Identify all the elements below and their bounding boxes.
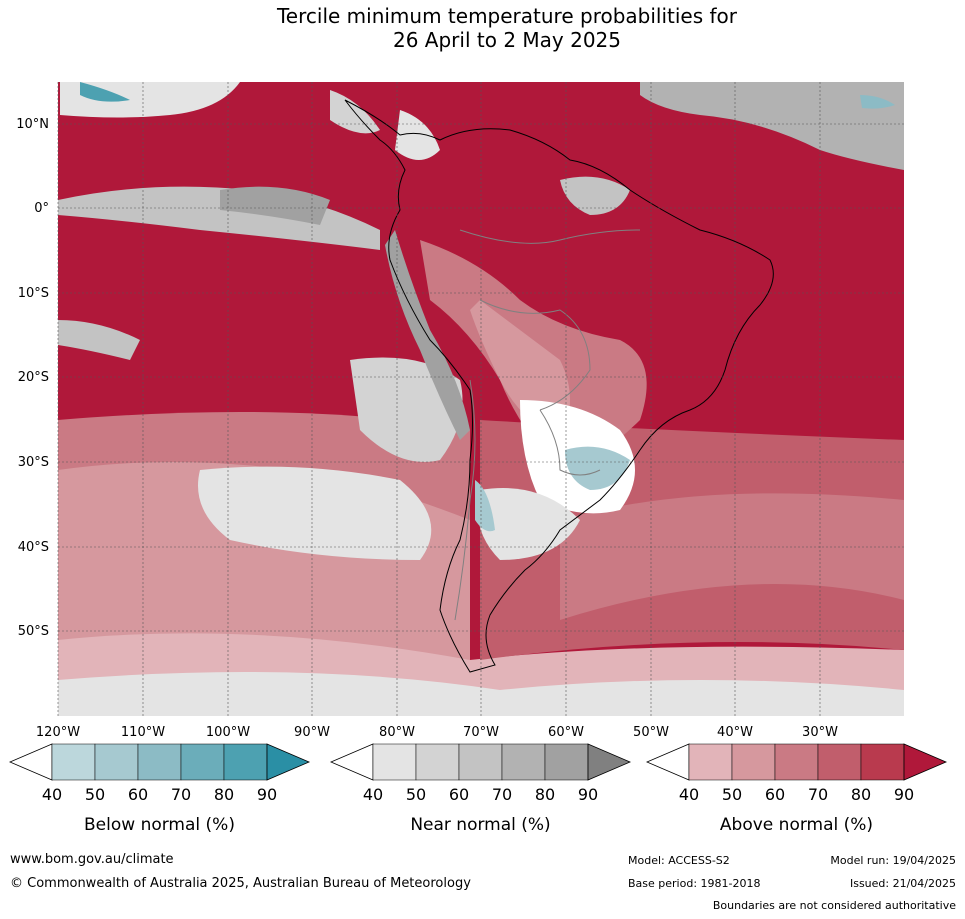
colorbar-tick-label: 70 (171, 785, 191, 804)
title-line-2: 26 April to 2 May 2025 (393, 28, 621, 52)
boundaries-disclaimer: Boundaries are not considered authoritat… (712, 899, 956, 912)
colorbar-tick-label: 60 (765, 785, 785, 804)
colorbar-tick-label: 60 (449, 785, 469, 804)
colorbar-segment (501, 743, 546, 781)
legend-above-normal: 40 50 60 70 80 90 Above normal (%) (645, 743, 948, 835)
lat-label: 40°S (18, 540, 49, 555)
colorbar-tick-label: 90 (257, 785, 277, 804)
colorbar-tick-label: 50 (722, 785, 742, 804)
lon-label: 60°W (548, 725, 584, 740)
model-name: Model: ACCESS-S2 (628, 854, 730, 867)
colorbar-title: Above normal (%) (720, 815, 873, 835)
colorbar-segment (544, 743, 589, 781)
colorbar-min-extension (645, 743, 690, 781)
copyright-text: © Commonwealth of Australia 2025, Austra… (10, 876, 471, 891)
legend-below-normal: 40 50 60 70 80 90 Below normal (%) (8, 743, 311, 835)
lat-label: 30°S (18, 455, 49, 470)
colorbar-tick-label: 40 (679, 785, 699, 804)
colorbar-tick-label: 80 (851, 785, 871, 804)
colorbar-segment (774, 743, 819, 781)
country-border (459, 229, 641, 244)
colorbar-tick-label: 70 (808, 785, 828, 804)
colorbar-tick-label: 40 (363, 785, 383, 804)
map-title: Tercile minimum temperature probabilitie… (0, 4, 965, 52)
colorbar-tick-label: 50 (406, 785, 426, 804)
lat-label: 0° (34, 201, 49, 216)
lat-label: 10°S (18, 286, 49, 301)
lon-label: 30°W (802, 725, 838, 740)
colorbar-title: Below normal (%) (84, 815, 235, 835)
colorbar-max-extension (266, 743, 311, 781)
coastline (344, 99, 774, 673)
colorbar-segment (223, 743, 268, 781)
country-border (454, 379, 476, 621)
colorbar-segment (51, 743, 96, 781)
lon-label: 100°W (206, 725, 250, 740)
title-line-1: Tercile minimum temperature probabilitie… (276, 4, 738, 28)
lat-label: 10°N (16, 117, 49, 132)
colorbar-segment (860, 743, 905, 781)
colorbar-tick-label: 90 (578, 785, 598, 804)
colorbar-tick-label: 70 (492, 785, 512, 804)
lat-label: 50°S (18, 624, 49, 639)
latitude-labels: 10°N 0° 10°S 20°S 30°S 40°S 50°S (16, 117, 49, 639)
lon-label: 40°W (717, 725, 753, 740)
colorbar-tick-label: 90 (894, 785, 914, 804)
model-run-date: Model run: 19/04/2025 (830, 854, 956, 867)
colorbar-tick-label: 60 (128, 785, 148, 804)
lon-label: 50°W (633, 725, 669, 740)
colorbar-segment (817, 743, 862, 781)
colorbar-tick-label: 40 (42, 785, 62, 804)
colorbar-segment (180, 743, 225, 781)
gridlines (57, 82, 904, 716)
lon-label: 80°W (379, 725, 415, 740)
colorbar-min-extension (329, 743, 374, 781)
issued-date: Issued: 21/04/2025 (849, 877, 956, 890)
colorbar-segment (137, 743, 182, 781)
longitude-labels: 120°W 110°W 100°W 90°W 80°W 70°W 60°W 50… (36, 725, 838, 740)
lon-label: 120°W (36, 725, 80, 740)
base-period: Base period: 1981-2018 (628, 877, 761, 890)
colorbar-segment (731, 743, 776, 781)
colorbar-title: Near normal (%) (410, 815, 550, 835)
colorbar-segment (94, 743, 139, 781)
colorbar-segment (372, 743, 417, 781)
website-link[interactable]: www.bom.gov.au/climate (10, 852, 174, 867)
colorbar-segment (458, 743, 503, 781)
country-border (479, 299, 591, 411)
colorbar-segment (688, 743, 733, 781)
lat-label: 20°S (18, 370, 49, 385)
legend-near-normal: 40 50 60 70 80 90 Near normal (%) (329, 743, 632, 835)
colorbar-tick-label: 50 (85, 785, 105, 804)
colorbar-max-extension (903, 743, 948, 781)
colorbar-min-extension (8, 743, 53, 781)
lon-label: 110°W (121, 725, 165, 740)
lon-label: 90°W (294, 725, 330, 740)
lon-label: 70°W (463, 725, 499, 740)
country-border (539, 409, 601, 476)
colorbar-max-extension (587, 743, 632, 781)
colorbar-tick-label: 80 (535, 785, 555, 804)
colorbar-tick-label: 80 (214, 785, 234, 804)
colorbar-segment (415, 743, 460, 781)
